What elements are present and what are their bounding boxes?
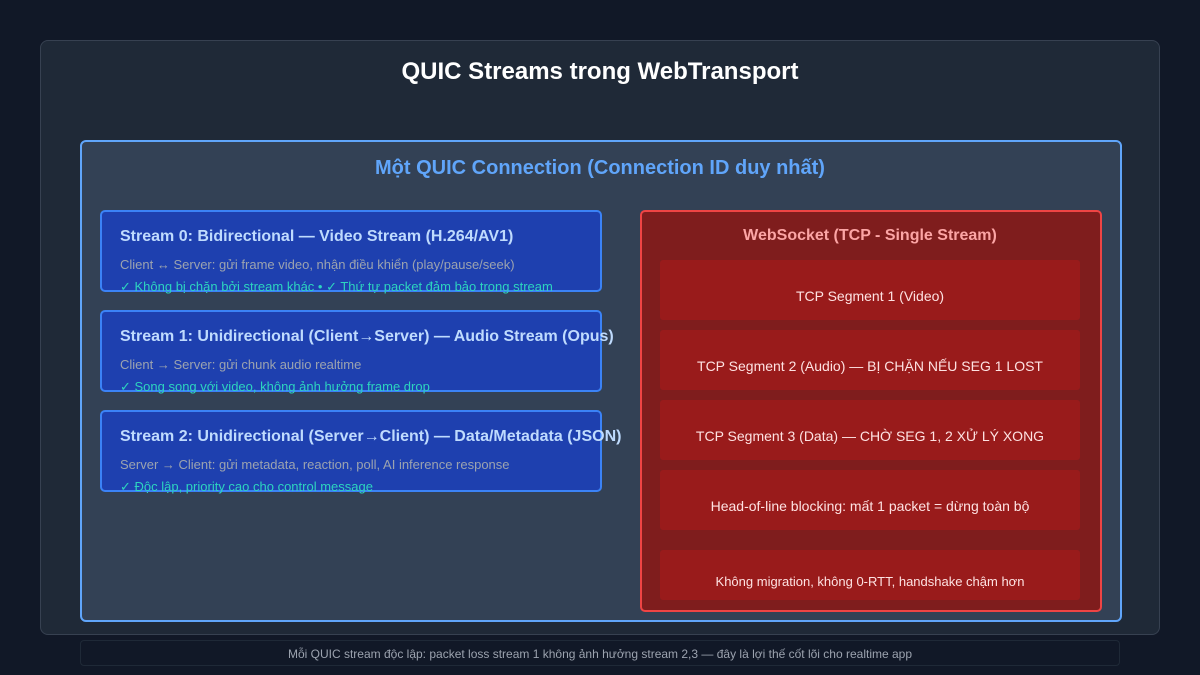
no-migration-box <box>660 550 1080 600</box>
page-title: QUIC Streams trong WebTransport <box>401 58 799 85</box>
hol-blocking-label: Head-of-line blocking: mất 1 packet = dừ… <box>710 498 1030 514</box>
websocket-title: WebSocket (TCP - Single Stream) <box>743 227 997 244</box>
stream-0-box <box>100 210 602 292</box>
stream-0-title: Stream 0: Bidirectional — Video Stream (… <box>120 228 514 245</box>
stream-2-box <box>100 410 602 492</box>
stream-1-title: Stream 1: Unidirectional (Client→Server)… <box>120 328 614 345</box>
stream-1-box <box>100 310 602 392</box>
stream-1-note: ✓ Song song với video, không ảnh hưởng f… <box>120 379 430 394</box>
tcp-segment-1 <box>660 260 1080 320</box>
footer-caption: Mỗi QUIC stream độc lập: packet loss str… <box>287 647 913 661</box>
tcp-segment-2-label: TCP Segment 2 (Audio) — BỊ CHẶN NẾU SEG … <box>697 358 1043 374</box>
stream-2-title: Stream 2: Unidirectional (Server→Client)… <box>120 428 622 445</box>
hol-blocking-box <box>660 470 1080 530</box>
footer-box <box>80 640 1120 666</box>
stream-0-note: ✓ Không bị chặn bởi stream khác • ✓ Thứ … <box>120 279 553 294</box>
stream-1-description: Client → Server: gửi chunk audio realtim… <box>120 357 362 372</box>
tcp-segment-3 <box>660 400 1080 460</box>
tcp-segment-3-label: TCP Segment 3 (Data) — CHỜ SEG 1, 2 XỬ L… <box>695 428 1045 444</box>
tcp-segment-1-label: TCP Segment 1 (Video) <box>795 288 945 304</box>
quic-connection-title: Một QUIC Connection (Connection ID duy n… <box>375 157 825 179</box>
tcp-segment-2 <box>660 330 1080 390</box>
no-migration-label: Không migration, không 0-RTT, handshake … <box>715 574 1025 589</box>
stream-0-description: Client ↔ Server: gửi frame video, nhận đ… <box>120 257 515 272</box>
stream-2-note: ✓ Độc lập, priority cao cho control mess… <box>120 479 373 494</box>
stream-2-description: Server → Client: gửi metadata, reaction,… <box>120 457 510 472</box>
